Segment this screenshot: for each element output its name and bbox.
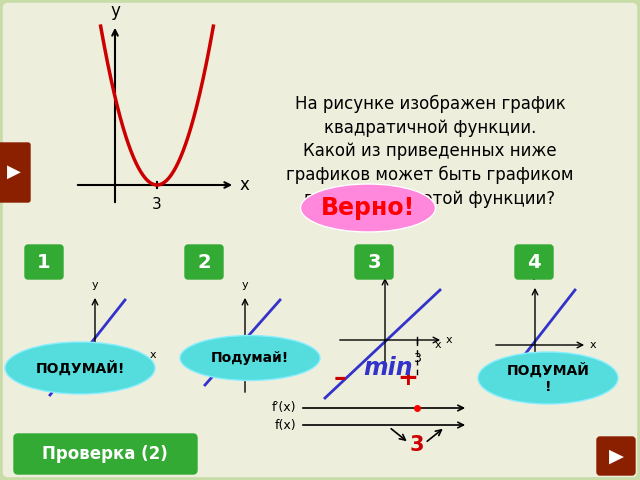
Text: y: y bbox=[242, 280, 248, 290]
Text: 1: 1 bbox=[37, 252, 51, 272]
FancyBboxPatch shape bbox=[185, 245, 223, 279]
FancyBboxPatch shape bbox=[25, 245, 63, 279]
Text: x: x bbox=[240, 176, 250, 194]
Text: –: – bbox=[333, 366, 346, 390]
Text: y: y bbox=[92, 280, 99, 290]
Ellipse shape bbox=[301, 184, 435, 232]
Text: y: y bbox=[532, 270, 538, 280]
Text: x: x bbox=[150, 350, 157, 360]
Text: 3: 3 bbox=[413, 352, 421, 365]
Text: x: x bbox=[446, 335, 452, 345]
Text: На рисунке изображен график
квадратичной функции.
Какой из приведенных ниже
граф: На рисунке изображен график квадратичной… bbox=[286, 95, 573, 208]
Text: x: x bbox=[590, 340, 596, 350]
Text: ПОДУМАЙ!: ПОДУМАЙ! bbox=[35, 360, 125, 376]
Text: ПОДУМАЙ
!: ПОДУМАЙ ! bbox=[507, 362, 589, 394]
Ellipse shape bbox=[5, 342, 155, 394]
Text: min: min bbox=[363, 356, 413, 380]
FancyBboxPatch shape bbox=[355, 245, 393, 279]
Text: f(x): f(x) bbox=[275, 419, 296, 432]
FancyBboxPatch shape bbox=[515, 245, 553, 279]
Text: 3: 3 bbox=[152, 197, 162, 212]
Text: y: y bbox=[110, 2, 120, 20]
FancyBboxPatch shape bbox=[0, 143, 30, 202]
Text: 3: 3 bbox=[367, 252, 381, 272]
Text: x: x bbox=[435, 340, 442, 350]
FancyBboxPatch shape bbox=[597, 437, 635, 475]
Text: 3: 3 bbox=[410, 435, 424, 455]
Text: ▶: ▶ bbox=[609, 446, 623, 466]
Text: Верно!: Верно! bbox=[321, 196, 415, 220]
Ellipse shape bbox=[478, 352, 618, 404]
Text: Подумай!: Подумай! bbox=[211, 351, 289, 365]
Text: ▶: ▶ bbox=[7, 163, 21, 181]
Text: f′(x): f′(x) bbox=[271, 401, 296, 415]
Text: +: + bbox=[397, 366, 419, 390]
Text: 2: 2 bbox=[197, 252, 211, 272]
Text: y: y bbox=[381, 260, 388, 270]
Ellipse shape bbox=[180, 336, 320, 381]
FancyBboxPatch shape bbox=[14, 434, 197, 474]
Text: Проверка (2): Проверка (2) bbox=[42, 445, 168, 463]
Text: 4: 4 bbox=[527, 252, 541, 272]
Text: x: x bbox=[300, 350, 307, 360]
